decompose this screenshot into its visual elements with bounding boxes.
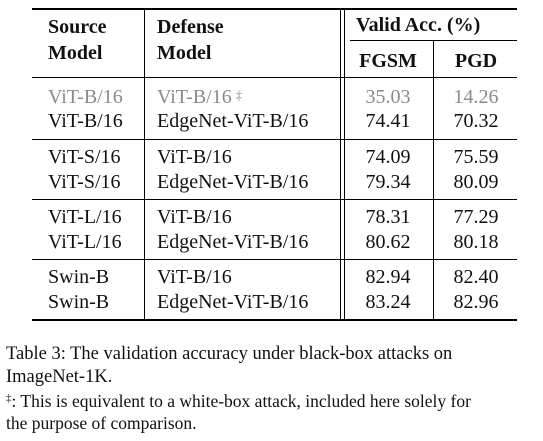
row-7-source: Swin-B xyxy=(48,266,110,288)
row-6-source: ViT-L/16 xyxy=(48,231,122,253)
header-valid-acc: Valid Acc. (%) xyxy=(356,14,481,36)
row-6-fgsm: 80.62 xyxy=(365,231,411,253)
footnote-line2: the purpose of comparison. xyxy=(6,413,197,433)
row-2-pgd: 70.32 xyxy=(453,110,499,132)
row-3-defense: ViT-B/16 xyxy=(157,146,232,168)
valid-acc-underline xyxy=(350,40,517,41)
row-4-source: ViT-S/16 xyxy=(48,171,121,193)
header-rule xyxy=(32,77,517,78)
header-fgsm: FGSM xyxy=(359,50,417,72)
row-5-pgd: 77.29 xyxy=(453,206,499,228)
fgsm-pgd-separator xyxy=(433,41,434,321)
footnote-text: : This is equivalent to a white-box atta… xyxy=(11,391,471,411)
row-4-pgd: 80.09 xyxy=(453,171,499,193)
header-source-line2: Model xyxy=(48,42,103,64)
header-source-line1: Source xyxy=(48,16,107,38)
top-rule xyxy=(32,8,517,10)
row-5-defense: ViT-B/16 xyxy=(157,206,232,228)
footnote-mark: ‡ xyxy=(6,392,12,404)
double-rule-left xyxy=(340,8,341,321)
row-7-pgd: 82.40 xyxy=(453,266,499,288)
double-rule-right xyxy=(344,8,345,321)
row-8-source: Swin-B xyxy=(48,291,110,313)
row-8-pgd: 82.96 xyxy=(453,291,499,313)
group-rule-3 xyxy=(32,259,517,260)
row-2-source: ViT-B/16 xyxy=(48,110,123,132)
group-rule-1 xyxy=(32,139,517,140)
row-4-defense: EdgeNet-ViT-B/16 xyxy=(157,171,309,193)
row-1-defense-text: ViT-B/16 xyxy=(157,86,232,108)
row-6-pgd: 80.18 xyxy=(453,231,499,253)
row-3-fgsm: 74.09 xyxy=(365,146,411,168)
row-2-fgsm: 74.41 xyxy=(365,110,411,132)
row-7-fgsm: 82.94 xyxy=(365,266,411,288)
table-caption-line1: Table 3: The validation accuracy under b… xyxy=(6,344,453,364)
bottom-rule xyxy=(32,319,517,321)
row-1-source: ViT-B/16 xyxy=(48,86,123,108)
row-3-pgd: 75.59 xyxy=(453,146,499,168)
row-2-defense: EdgeNet-ViT-B/16 xyxy=(157,110,309,132)
row-3-source: ViT-S/16 xyxy=(48,146,121,168)
row-5-fgsm: 78.31 xyxy=(365,206,411,228)
footnote-line1: ‡: This is equivalent to a white-box att… xyxy=(6,390,541,412)
row-1-pgd: 14.26 xyxy=(453,86,499,108)
row-5-source: ViT-L/16 xyxy=(48,206,122,228)
row-8-fgsm: 83.24 xyxy=(365,291,411,313)
row-7-defense: ViT-B/16 xyxy=(157,266,232,288)
header-pgd: PGD xyxy=(454,50,498,72)
header-defense-line1: Defense xyxy=(157,16,224,38)
source-defense-separator xyxy=(144,8,145,321)
row-1-fgsm: 35.03 xyxy=(365,86,411,108)
table-caption-line2: ImageNet-1K. xyxy=(6,367,113,387)
row-8-defense: EdgeNet-ViT-B/16 xyxy=(157,291,309,313)
dagger-mark: ‡ xyxy=(235,87,243,102)
group-rule-2 xyxy=(32,199,517,200)
header-defense-line2: Model xyxy=(157,42,212,64)
row-6-defense: EdgeNet-ViT-B/16 xyxy=(157,231,309,253)
row-4-fgsm: 79.34 xyxy=(365,171,411,193)
row-1-defense: ViT-B/16 ‡ xyxy=(157,85,242,109)
